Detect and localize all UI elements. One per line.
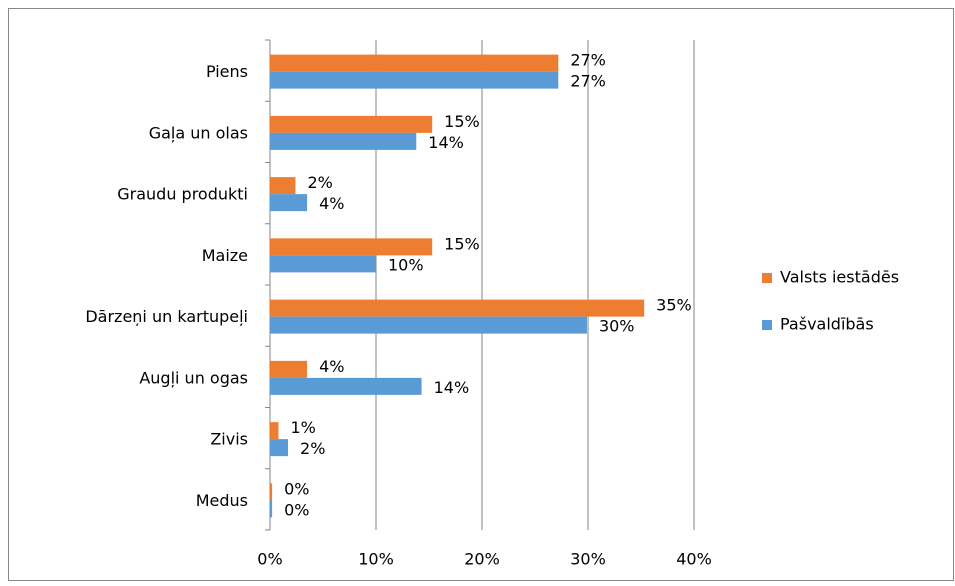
data-label: 0%	[284, 500, 309, 519]
bar	[270, 194, 308, 212]
bar	[270, 71, 559, 89]
bar	[270, 255, 376, 273]
data-label: 0%	[284, 479, 309, 498]
data-label: 35%	[656, 296, 692, 315]
legend-label: Valsts iestādēs	[780, 268, 899, 287]
bar	[270, 500, 273, 518]
bar	[270, 422, 279, 440]
bar	[270, 299, 645, 317]
y-tick-label: Zivis	[210, 430, 248, 449]
data-label: 2%	[300, 439, 325, 458]
x-tick-label: 10%	[358, 550, 394, 569]
chart-border	[8, 8, 954, 581]
legend-label: Pašvaldībās	[780, 315, 874, 334]
bar	[270, 439, 289, 457]
data-label: 1%	[290, 418, 315, 437]
data-label: 14%	[434, 378, 470, 397]
bar	[270, 483, 273, 501]
y-tick-label: Medus	[196, 491, 248, 510]
y-tick-label: Piens	[206, 62, 248, 81]
data-label: 4%	[319, 194, 344, 213]
data-label: 2%	[307, 173, 332, 192]
y-tick-label: Maize	[202, 246, 248, 265]
bar	[270, 377, 422, 395]
data-label: 14%	[428, 133, 464, 152]
data-label: 27%	[570, 51, 606, 70]
bar	[270, 238, 433, 256]
y-tick-label: Dārzeņi un kartupeļi	[85, 307, 248, 326]
data-label: 30%	[599, 317, 635, 336]
bar	[270, 360, 308, 378]
legend-swatch	[762, 320, 772, 330]
legend-swatch	[762, 273, 772, 283]
data-label: 27%	[570, 72, 606, 91]
data-label: 15%	[444, 234, 480, 253]
data-label: 10%	[388, 255, 424, 274]
x-tick-label: 20%	[464, 550, 500, 569]
bar	[270, 132, 417, 150]
y-tick-label: Graudu produkti	[117, 185, 248, 204]
bar	[270, 316, 587, 334]
x-tick-label: 0%	[257, 550, 282, 569]
bar	[270, 115, 433, 133]
data-label: 15%	[444, 112, 480, 131]
x-tick-label: 30%	[570, 550, 606, 569]
y-tick-label: Gaļa un olas	[149, 123, 248, 142]
data-label: 4%	[319, 357, 344, 376]
y-tick-label: Augļi un ogas	[139, 368, 248, 387]
x-tick-label: 40%	[676, 550, 712, 569]
bar	[270, 177, 296, 195]
bar	[270, 54, 559, 72]
